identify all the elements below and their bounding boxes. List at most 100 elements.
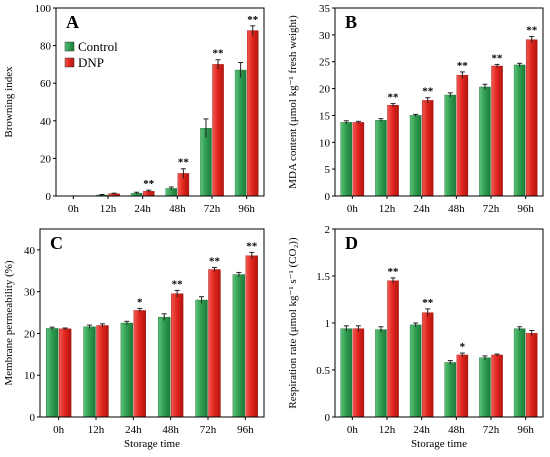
y-tick-label: 0.5	[316, 365, 330, 377]
x-tick-label: 96h	[517, 203, 534, 215]
y-tick-label: 0	[325, 412, 331, 424]
bar-control-48h	[444, 362, 457, 418]
significance-marker: **	[246, 240, 258, 252]
y-tick-label: 10	[24, 370, 36, 382]
panel-letter: B	[345, 12, 357, 32]
bar-dnp-96h	[525, 39, 538, 197]
x-tick-label: 12h	[379, 203, 396, 215]
significance-marker: **	[213, 48, 225, 60]
significance-marker: **	[209, 255, 221, 267]
panel-a: 0h 12h ** 24h ** 48h ** 72h ** 96h 0 20 40 60 80 100 A Br…	[3, 3, 265, 215]
bar-dnp-0h	[352, 328, 365, 418]
x-tick-label: 0h	[347, 203, 359, 215]
bar-control-96h	[513, 64, 526, 197]
plot-frame	[55, 7, 265, 197]
y-tick-label: 20	[319, 84, 331, 96]
x-tick-label: 48h	[169, 203, 186, 215]
significance-marker: *	[460, 341, 466, 353]
x-tick-label: 24h	[413, 424, 430, 436]
x-tick-label: 72h	[200, 424, 217, 436]
y-tick-label: 2	[325, 224, 331, 236]
panel-b: 0h ** 12h ** 24h ** 48h ** 72h ** 96h 0 5 10 15 20 25 30 3…	[287, 3, 544, 215]
y-tick-label: 20	[24, 328, 36, 340]
significance-marker: **	[457, 60, 469, 72]
bar-dnp-72h	[212, 64, 224, 197]
x-axis-label: Storage time	[124, 438, 180, 450]
y-tick-label: 40	[40, 116, 52, 128]
legend-swatch-control	[64, 41, 75, 52]
x-tick-label: 12h	[88, 424, 105, 436]
x-axis-label: Storage time	[411, 438, 467, 450]
bar-dnp-72h	[491, 354, 503, 418]
bar-dnp-48h	[170, 293, 184, 418]
plot-frame	[334, 7, 544, 197]
bar-control-0h	[46, 328, 59, 418]
significance-marker: *	[137, 296, 143, 308]
significance-marker: **	[526, 24, 538, 36]
panel-letter: C	[50, 233, 63, 253]
significance-marker: **	[422, 297, 434, 309]
bar-dnp-72h	[208, 269, 221, 418]
legend-label-dnp: DNP	[78, 55, 104, 70]
y-axis-label: Membrane permeability (%)	[3, 260, 15, 386]
bar-dnp-24h	[421, 312, 434, 418]
y-tick-label: 15	[319, 110, 331, 122]
x-tick-label: 96h	[237, 424, 254, 436]
bar-dnp-48h	[456, 354, 469, 418]
bar-control-72h	[479, 357, 491, 418]
panel-letter: A	[66, 12, 79, 32]
y-tick-label: 30	[319, 30, 331, 42]
bar-control-96h	[234, 69, 247, 197]
y-tick-label: 1.5	[316, 271, 330, 283]
bar-control-24h	[409, 115, 422, 197]
panel-d: 0h ** 12h ** 24h * 48h 72h 96h 0 0.5 1 1.5 2 D Respirat…	[287, 224, 544, 450]
bar-dnp-24h	[133, 310, 146, 418]
y-tick-label: 40	[24, 245, 36, 257]
bar-dnp-12h	[387, 280, 399, 418]
panel-c: 0h 12h * 24h ** 48h ** 72h ** 96h 0 10 20 30 40 C Membra…	[3, 228, 265, 450]
y-tick-label: 100	[35, 3, 52, 15]
bar-control-0h	[340, 122, 353, 197]
bar-dnp-96h	[245, 255, 258, 418]
bar-dnp-96h	[525, 333, 538, 418]
x-tick-label: 24h	[413, 203, 430, 215]
significance-marker: **	[172, 278, 184, 290]
bar-dnp-0h	[352, 122, 365, 197]
x-tick-label: 12h	[379, 424, 396, 436]
x-tick-label: 48h	[162, 424, 179, 436]
x-tick-label: 72h	[483, 424, 500, 436]
significance-marker: **	[178, 157, 190, 169]
legend-swatch-dnp	[64, 57, 75, 68]
x-tick-label: 0h	[347, 424, 359, 436]
bar-control-12h	[375, 329, 387, 418]
x-tick-label: 12h	[100, 203, 117, 215]
bar-dnp-12h	[387, 105, 399, 197]
x-tick-label: 96h	[238, 203, 255, 215]
y-tick-label: 0	[325, 191, 331, 203]
bar-control-72h	[479, 86, 491, 197]
bar-control-12h	[83, 326, 96, 418]
y-tick-label: 25	[319, 57, 331, 69]
bar-control-24h	[409, 324, 422, 418]
x-tick-label: 24h	[125, 424, 142, 436]
bar-control-0h	[340, 328, 353, 418]
plot-frame	[334, 228, 544, 418]
significance-marker: **	[247, 14, 259, 26]
y-tick-label: 0	[30, 412, 36, 424]
x-tick-label: 0h	[53, 424, 65, 436]
bar-dnp-48h	[456, 74, 469, 197]
legend-label-control: Control	[78, 39, 118, 54]
bar-control-48h	[444, 94, 457, 197]
y-axis-label: Respiration rate (μmol kg⁻¹ s⁻¹ (CO₂))	[287, 237, 299, 409]
bar-dnp-72h	[491, 65, 503, 197]
y-axis-label: Browning index	[3, 66, 15, 138]
bar-control-96h	[513, 328, 526, 418]
bar-control-72h	[195, 299, 208, 418]
y-tick-label: 5	[325, 164, 331, 176]
plot-frame	[39, 228, 265, 418]
x-tick-label: 96h	[517, 424, 534, 436]
y-tick-label: 30	[24, 287, 36, 299]
y-tick-label: 20	[40, 153, 52, 165]
